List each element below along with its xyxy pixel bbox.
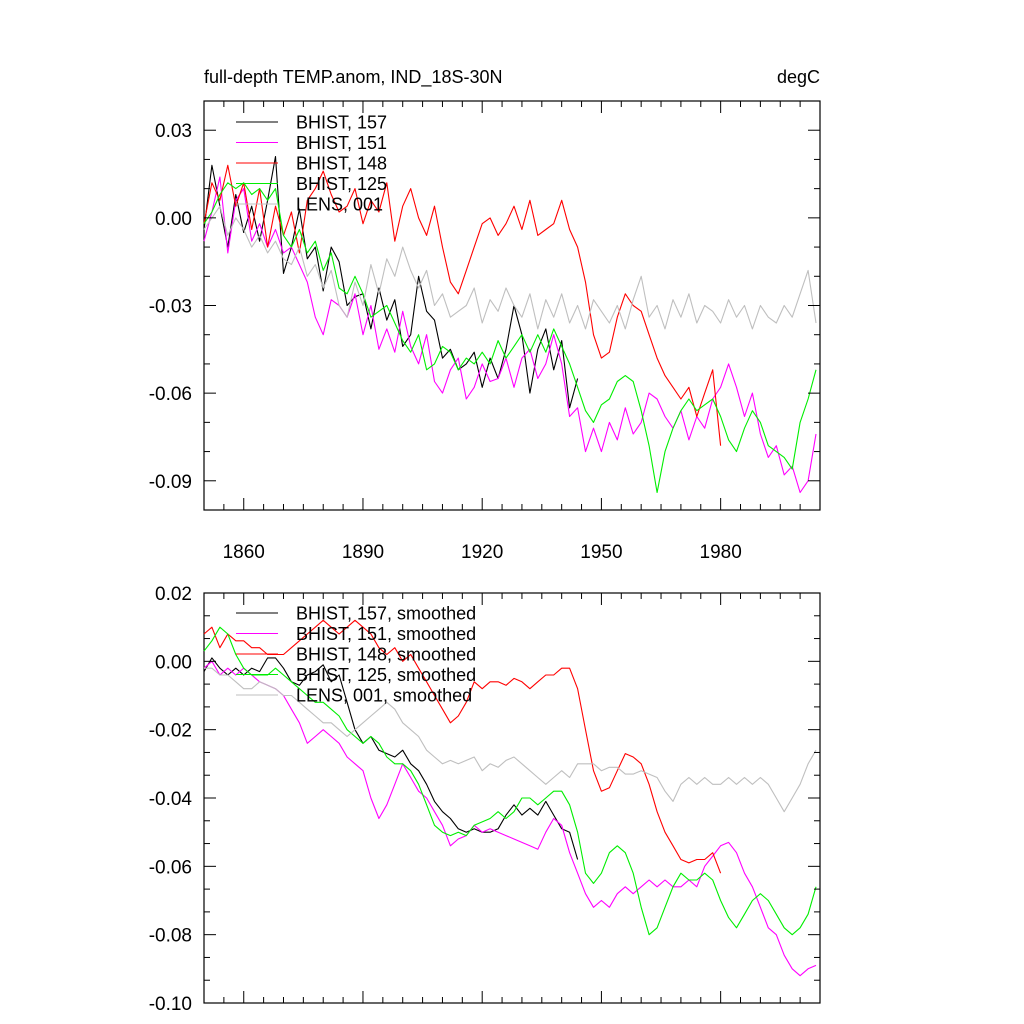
- bot-y-tick-label-3: -0.04: [149, 789, 193, 810]
- top-panel-y-ticks: 0.03 0.00 -0.03 -0.06 -0.09: [149, 100, 820, 511]
- top-x-tick-label-0: 1860: [223, 542, 265, 563]
- top-series-line-1: [203, 176, 817, 494]
- top-y-tick-label-0: 0.03: [155, 121, 192, 142]
- top-y-tick-label-1: 0.00: [155, 209, 192, 230]
- bot-legend-label-2: BHIST, 148, smoothed: [296, 645, 476, 665]
- bottom-panel: 0.02 0.00 -0.02 -0.04 -0.06 -0.08 -0.10 BHIST,…: [149, 584, 821, 1015]
- top-x-tick-label-3: 1950: [580, 542, 622, 563]
- top-legend-label-2: BHIST, 148: [296, 154, 387, 174]
- top-x-tick-label-2: 1920: [461, 542, 503, 563]
- top-panel-x-ticks: 1860 1890 1920 1950 1980: [223, 101, 801, 563]
- top-series-line-2: [203, 164, 722, 446]
- top-y-tick-label-4: -0.09: [149, 472, 192, 493]
- bottom-panel-y-ticks: 0.02 0.00 -0.02 -0.04 -0.06 -0.08 -0.10: [149, 584, 820, 1015]
- top-legend-label-0: BHIST, 157: [296, 113, 387, 133]
- top-panel-units-label: degC: [777, 67, 820, 87]
- top-legend-label-3: BHIST, 125: [296, 174, 387, 194]
- bot-y-tick-label-2: -0.02: [149, 721, 192, 742]
- top-y-tick-label-2: -0.03: [149, 297, 192, 318]
- bot-series-line-3: [203, 626, 817, 936]
- top-series-line-4: [203, 205, 817, 330]
- bot-legend-label-1: BHIST, 151, smoothed: [296, 624, 476, 644]
- bot-legend-label-4: LENS, 001, smoothed: [296, 686, 472, 706]
- top-series-line-3: [203, 182, 817, 494]
- bot-series-line-2: [203, 619, 722, 874]
- bot-series-line-1: [203, 660, 817, 977]
- top-series-line-0: [203, 155, 579, 409]
- bot-y-tick-label-0: 0.02: [155, 584, 192, 605]
- top-y-tick-label-3: -0.06: [149, 384, 192, 405]
- top-panel-title: full-depth TEMP.anom, IND_18S-30N: [204, 67, 503, 88]
- top-x-tick-label-1: 1890: [342, 542, 384, 563]
- top-panel-series-group: [203, 155, 817, 494]
- bot-series-line-4: [204, 667, 817, 813]
- top-legend-label-4: LENS, 001: [296, 195, 383, 215]
- bot-legend-label-3: BHIST, 125, smoothed: [296, 665, 476, 685]
- bot-legend-label-0: BHIST, 157, smoothed: [296, 604, 476, 624]
- bot-y-tick-label-1: 0.00: [155, 652, 192, 673]
- bot-y-tick-label-6: -0.10: [149, 994, 192, 1015]
- top-x-tick-label-4: 1980: [700, 542, 742, 563]
- bottom-panel-x-ticks: [223, 593, 801, 1003]
- top-panel: full-depth TEMP.anom, IND_18S-30N degC 0…: [149, 67, 821, 563]
- top-legend-label-1: BHIST, 151: [296, 133, 387, 153]
- bot-series-line-0: [203, 657, 579, 860]
- bot-y-tick-label-5: -0.08: [149, 926, 192, 947]
- bottom-panel-series-group: [203, 619, 817, 977]
- bot-y-tick-label-4: -0.06: [149, 857, 192, 878]
